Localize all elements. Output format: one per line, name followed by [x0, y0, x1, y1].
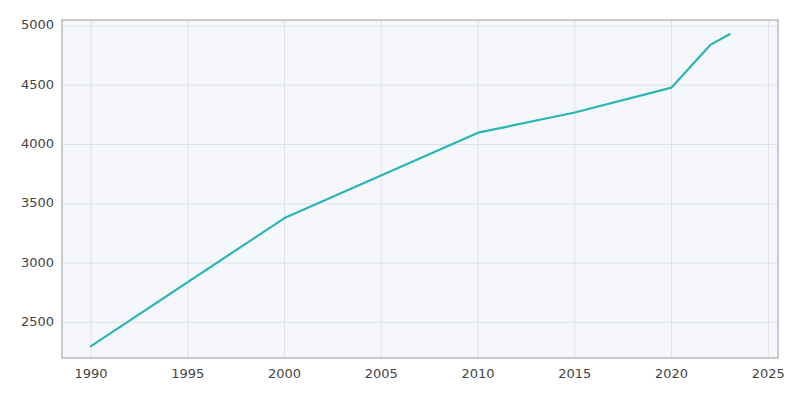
- grid-line-x: [91, 20, 92, 358]
- chart: 2500 3000 3500 4000 4500 5000 1990 1995 2000 2005…: [0, 0, 800, 400]
- grid-line-x: [478, 20, 479, 358]
- grid-line-y: [62, 263, 778, 264]
- grid-line-y: [62, 144, 778, 145]
- grid: [62, 20, 778, 358]
- y-tick-label: 4000: [21, 136, 54, 151]
- series: [91, 34, 730, 346]
- x-tick-label: 2010: [462, 366, 495, 381]
- grid-line-x: [768, 20, 769, 358]
- plot-area: [62, 20, 778, 358]
- y-tick-label: 3500: [21, 195, 54, 210]
- y-tick-label: 3000: [21, 255, 54, 270]
- plot-frame: [62, 20, 778, 358]
- tick-labels: 2500 3000 3500 4000 4500 5000 1990 1995 2000 2005…: [21, 17, 785, 381]
- x-tick-label: 1990: [74, 366, 107, 381]
- x-tick-label: 2025: [752, 366, 785, 381]
- y-tick-label: 4500: [21, 77, 54, 92]
- x-tick-label: 1995: [171, 366, 204, 381]
- x-tick-label: 2020: [655, 366, 688, 381]
- grid-line-y: [62, 203, 778, 204]
- chart-container: 2500 3000 3500 4000 4500 5000 1990 1995 2000 2005…: [0, 0, 800, 400]
- grid-line-x: [187, 20, 188, 358]
- grid-line-x: [284, 20, 285, 358]
- grid-line-x: [381, 20, 382, 358]
- grid-line-x: [671, 20, 672, 358]
- grid-line-y: [62, 85, 778, 86]
- x-tick-label: 2000: [268, 366, 301, 381]
- y-tick-label: 2500: [21, 314, 54, 329]
- grid-line-y: [62, 322, 778, 323]
- x-tick-label: 2005: [365, 366, 398, 381]
- y-tick-label: 5000: [21, 17, 54, 32]
- grid-line-x: [574, 20, 575, 358]
- line: [91, 34, 730, 346]
- grid-line-y: [62, 25, 778, 26]
- x-tick-label: 2015: [558, 366, 591, 381]
